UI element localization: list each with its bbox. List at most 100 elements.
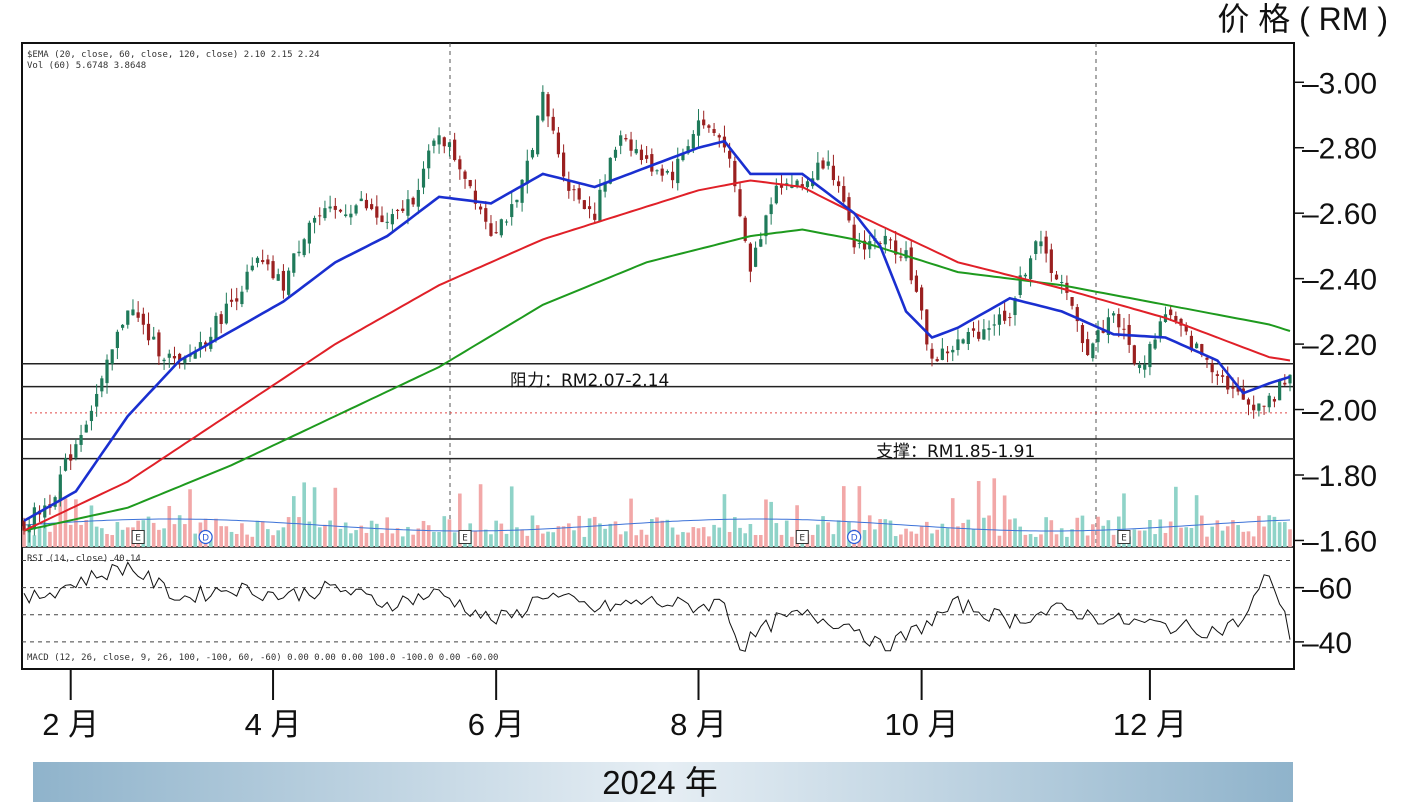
- candle-body: [1257, 403, 1261, 411]
- candle-body: [333, 205, 337, 210]
- candle-body: [1246, 399, 1251, 405]
- candle-body: [79, 434, 83, 445]
- volume-bar: [774, 523, 779, 547]
- candle-body: [447, 142, 452, 147]
- volume-bar: [22, 526, 26, 547]
- volume-bar: [971, 529, 976, 547]
- candle-body: [899, 256, 903, 258]
- volume-bar: [1251, 536, 1256, 547]
- candle-body: [281, 270, 286, 291]
- volume-bar: [369, 520, 374, 547]
- volume-bar: [686, 532, 690, 547]
- x-tick-label: 10 月: [885, 707, 959, 742]
- candle-body: [572, 189, 576, 191]
- volume-bars: [22, 478, 1292, 547]
- candle-body: [748, 243, 752, 272]
- candle-body: [473, 190, 478, 204]
- earnings-marker-label: E: [799, 534, 805, 544]
- volume-bar: [411, 534, 415, 547]
- volume-bar: [878, 519, 882, 547]
- candle-body: [1148, 343, 1152, 368]
- candle-body: [836, 181, 841, 187]
- volume-bar: [48, 531, 52, 547]
- volume-bar: [743, 533, 748, 547]
- volume-bar: [1277, 522, 1282, 547]
- volume-bar: [390, 533, 395, 547]
- volume-bar: [541, 533, 545, 547]
- volume-bar: [867, 515, 872, 547]
- candle-body: [1111, 313, 1116, 316]
- candle-body: [1205, 357, 1209, 360]
- candle-body: [914, 275, 919, 292]
- volume-bar: [426, 525, 431, 547]
- volume-bar: [1246, 531, 1251, 547]
- volume-bar: [520, 529, 524, 547]
- volume-bar: [245, 534, 249, 547]
- candle-body: [297, 251, 301, 254]
- candle-body: [63, 458, 68, 471]
- volume-bar: [831, 534, 836, 547]
- volume-bar: [1023, 534, 1028, 547]
- volume-bar: [1225, 526, 1230, 547]
- volume-bar: [1054, 534, 1059, 547]
- candle-body: [1283, 382, 1287, 385]
- volume-bar: [1241, 531, 1246, 547]
- candle-body: [1028, 258, 1033, 280]
- volume-bar: [167, 505, 172, 547]
- volume-bar: [250, 536, 255, 547]
- candle-body: [977, 331, 981, 339]
- volume-bar: [162, 528, 166, 547]
- candle-body: [655, 170, 659, 172]
- candle-body: [22, 520, 26, 531]
- ema-legend: $EMA (20, close, 60, close, 120, close) …: [27, 50, 320, 60]
- candle-body: [162, 359, 166, 362]
- volume-bar: [701, 527, 706, 547]
- volume-bar: [266, 529, 270, 547]
- volume-bar: [58, 491, 63, 547]
- volume-bar: [380, 533, 384, 547]
- candle-body: [131, 309, 135, 316]
- candle-body: [494, 232, 498, 234]
- candle-body: [224, 303, 228, 324]
- candle-body: [1143, 364, 1147, 370]
- candle-body: [416, 189, 420, 207]
- volume-bar: [297, 517, 301, 547]
- volume-bar: [229, 531, 234, 547]
- candle-body: [1179, 318, 1183, 326]
- volume-bar: [790, 536, 794, 547]
- candle-body: [696, 120, 701, 136]
- candle-body: [261, 260, 265, 263]
- candle-body: [852, 224, 856, 248]
- volume-bar: [764, 499, 768, 547]
- candle-body: [219, 314, 223, 325]
- candle-body: [826, 161, 830, 166]
- volume-bar: [950, 498, 955, 547]
- volume-bar: [707, 536, 711, 547]
- candle-body: [686, 146, 690, 154]
- y-tick-label: –2.80: [1302, 133, 1377, 166]
- candle-body: [240, 291, 244, 305]
- candle-body: [556, 132, 561, 155]
- volume-bar: [1002, 495, 1007, 547]
- volume-bar: [385, 517, 390, 547]
- volume-bar: [260, 521, 265, 547]
- volume-average-line: [23, 518, 1291, 532]
- volume-bar: [1163, 532, 1168, 547]
- candle-body: [152, 336, 156, 340]
- volume-bar: [795, 505, 799, 547]
- candle-body: [645, 155, 649, 159]
- candle-body: [587, 206, 592, 210]
- y-tick-label: –2.00: [1302, 395, 1377, 428]
- volume-bar: [1215, 520, 1220, 547]
- candle-body: [390, 214, 394, 225]
- earnings-marker-label: E: [1121, 534, 1127, 544]
- support-annotation: 支撑：RM1.85-1.91: [876, 442, 1035, 462]
- candle-body: [925, 309, 929, 345]
- volume-bar: [572, 530, 576, 547]
- volume-bar: [888, 520, 893, 547]
- candle-body: [1039, 241, 1043, 247]
- volume-bar: [478, 484, 483, 547]
- dividend-marker: [198, 529, 213, 545]
- candle-body: [987, 328, 991, 330]
- candle-body: [613, 149, 618, 158]
